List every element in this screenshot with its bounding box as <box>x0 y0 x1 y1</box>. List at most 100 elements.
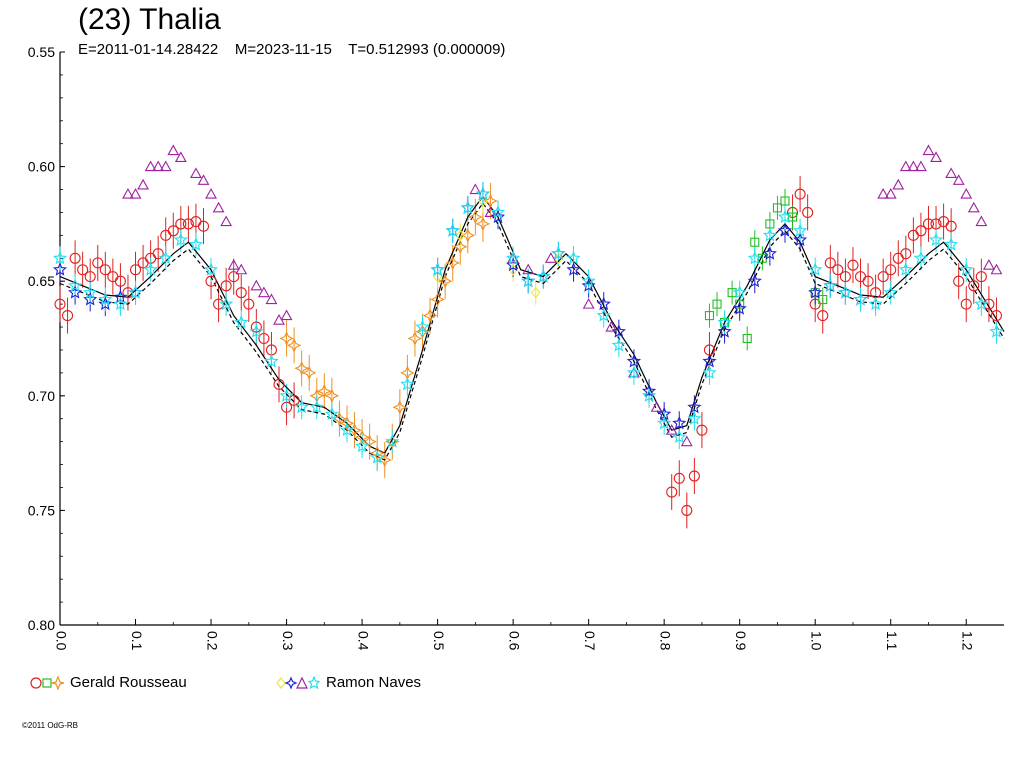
data-point-circle <box>54 298 66 310</box>
data-point-star <box>641 383 657 398</box>
legend-markers-gerald <box>30 675 64 690</box>
data-point-triangle <box>129 187 142 199</box>
data-point-circle <box>824 257 836 269</box>
fit-curve-line <box>59 195 1005 454</box>
data-point-circle <box>922 218 935 230</box>
data-point-triangle <box>914 160 927 172</box>
data-point-square <box>765 219 775 229</box>
data-point-circle <box>122 287 134 299</box>
data-point-square <box>772 203 782 213</box>
data-point-circle <box>243 298 255 310</box>
data-point-diamond-star <box>392 399 408 415</box>
data-point-star <box>626 353 642 368</box>
data-point-star <box>596 296 611 311</box>
data-point-triangle <box>257 286 270 298</box>
data-point-star <box>672 429 687 444</box>
chart-title: (23) Thalia <box>78 3 221 36</box>
x-tick-label: 0.6 <box>506 631 522 651</box>
data-point-circle <box>688 470 700 482</box>
data-point-triangle <box>152 160 165 172</box>
data-point-triangle <box>159 160 172 172</box>
data-point-star <box>989 324 1004 338</box>
data-point-circle <box>990 310 1002 322</box>
data-point-circle <box>62 310 74 322</box>
data-point-star <box>203 262 219 276</box>
data-point-circle <box>197 220 210 232</box>
data-point-circle <box>900 248 912 260</box>
data-point-star <box>309 399 324 414</box>
data-point-star <box>702 365 717 379</box>
data-point-star <box>611 324 626 338</box>
data-point-circle <box>114 275 126 287</box>
data-point-star <box>294 399 309 414</box>
data-point-diamond-star <box>324 388 340 404</box>
x-tick-label: 0.2 <box>204 631 220 651</box>
data-point-star <box>672 415 687 430</box>
legend-label-gerald: Gerald Rousseau <box>70 674 187 691</box>
data-point-star <box>339 422 355 437</box>
data-point-diamond-star <box>475 216 491 232</box>
x-tick-label: 1.0 <box>808 631 824 651</box>
data-point-star <box>762 246 777 260</box>
data-point-star <box>430 262 445 276</box>
data-point-circle <box>92 257 104 269</box>
data-point-triangle <box>507 252 520 263</box>
data-point-triangle <box>484 206 497 217</box>
data-point-star <box>959 262 974 276</box>
data-point-star <box>777 209 793 224</box>
data-point-star <box>400 376 415 391</box>
data-point-circle <box>213 298 225 310</box>
data-point-star <box>551 246 566 260</box>
data-point-circle <box>802 206 814 218</box>
x-tick-label: 0.5 <box>431 631 447 651</box>
x-tick-label: 0.0 <box>53 631 69 651</box>
data-point-triangle <box>227 259 240 270</box>
data-point-star <box>188 237 203 251</box>
data-point-star <box>974 296 989 311</box>
data-point-star <box>324 406 339 421</box>
data-point-diamond-star <box>369 445 385 461</box>
data-point-star <box>98 292 113 306</box>
data-point-circle <box>945 220 957 232</box>
data-point-diamond-star <box>422 308 438 323</box>
data-point-star <box>415 319 430 334</box>
data-point-star <box>566 262 581 276</box>
data-point-triangle <box>250 279 263 291</box>
data-point-diamond-star <box>437 273 453 289</box>
data-point-diamond <box>455 229 465 242</box>
data-point-star <box>717 315 732 329</box>
data-point-star <box>883 285 898 299</box>
data-point-triangle <box>144 160 157 172</box>
data-point-circle <box>832 264 844 276</box>
data-point-star <box>611 337 626 352</box>
data-point-star <box>506 257 521 272</box>
data-point-diamond-star <box>354 429 370 445</box>
data-point-triangle <box>680 435 693 447</box>
data-point-star <box>702 353 717 368</box>
x-tick-label: 1.2 <box>960 631 976 651</box>
copyright-note: ©2011 OdG-RB <box>22 721 78 730</box>
data-point-star <box>219 296 234 311</box>
x-tick-label: 1.1 <box>884 631 900 651</box>
data-point-star <box>808 285 823 299</box>
y-tick-label: 0.60 <box>28 159 55 175</box>
data-point-diamond-star <box>286 338 302 353</box>
data-point-star <box>113 296 128 311</box>
y-tick-label: 0.70 <box>28 388 55 404</box>
data-point-star <box>506 250 521 265</box>
data-point-star <box>264 353 279 368</box>
data-point-star <box>717 324 732 338</box>
data-point-diamond-star <box>445 255 461 271</box>
data-point-circle <box>205 275 217 287</box>
data-point-diamond-star <box>279 331 294 346</box>
data-point-star <box>490 209 506 224</box>
data-point-circle <box>673 472 685 484</box>
data-point-circle <box>99 264 111 276</box>
data-point-circle <box>983 298 995 310</box>
data-point-star <box>173 232 188 246</box>
data-point-star <box>581 273 596 288</box>
data-point-diamond-star <box>377 452 393 468</box>
data-point-diamond-star <box>453 239 468 255</box>
data-point-star <box>566 250 581 265</box>
